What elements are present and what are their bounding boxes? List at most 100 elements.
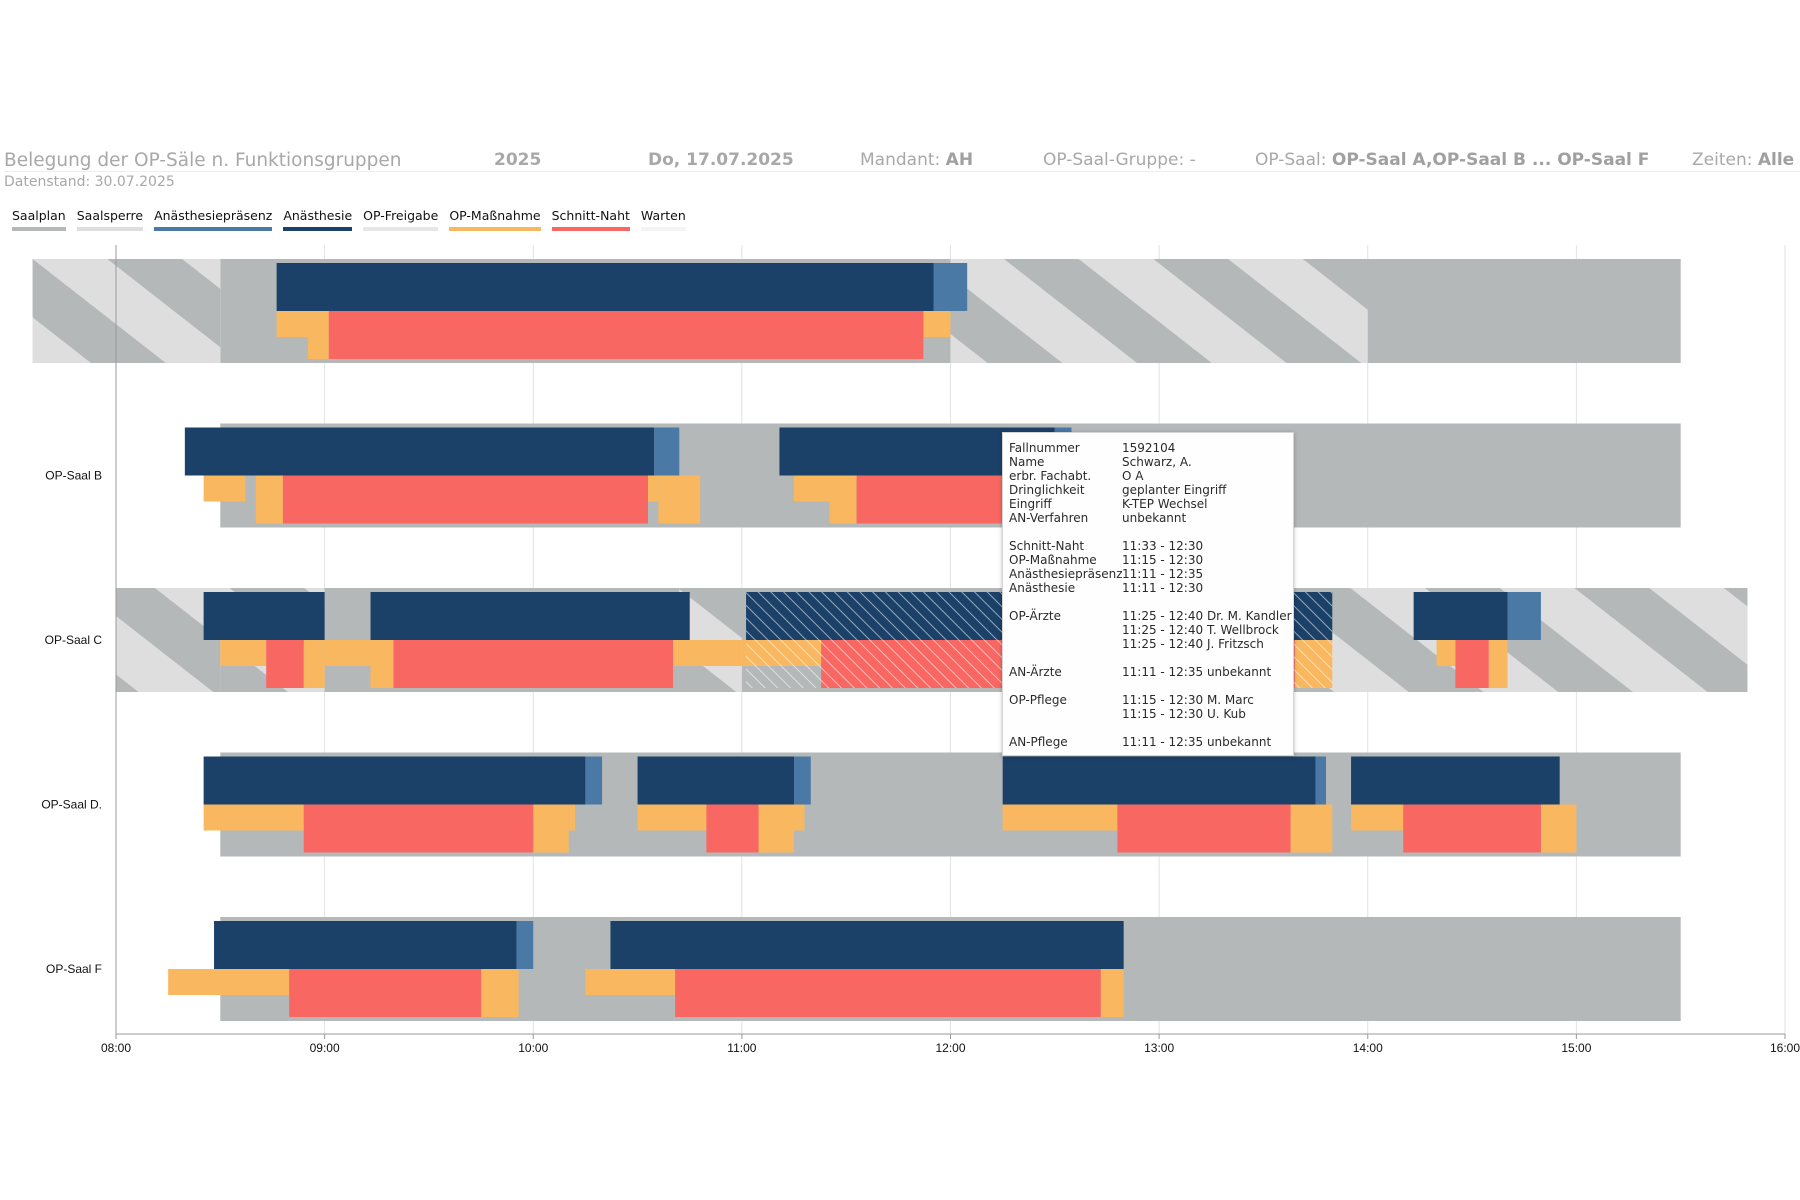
tooltip-value: 11:11 - 12:30: [1122, 581, 1204, 595]
saal-label: OP-Saal:: [1255, 150, 1327, 170]
room-label: OP-Saal F: [46, 962, 102, 976]
op-massnahme-bar: [673, 640, 742, 666]
tooltip-value: 11:11 - 12:35 unbekannt: [1122, 735, 1272, 749]
zeiten-filter[interactable]: Zeiten: Alle: [1692, 150, 1794, 170]
op-massnahme-bar: [1002, 804, 1118, 831]
op-massnahme-bar: [203, 804, 304, 831]
legend-item-anästhesie[interactable]: Anästhesie: [283, 208, 353, 231]
op-massnahme-bar: [1436, 640, 1456, 666]
schnitt-naht-bar: [266, 640, 304, 688]
x-tick-label: 10:00: [518, 1041, 548, 1055]
praesenz-bar: [1507, 592, 1541, 640]
op-massnahme-bar: [658, 475, 701, 524]
op-massnahme-bar: [647, 475, 659, 502]
tooltip-row: AN-Ärzte 11:11 - 12:35 unbekannt: [1009, 665, 1271, 679]
anaesthesie-bar: [610, 921, 1124, 969]
tooltip-value: 11:11 - 12:35: [1122, 567, 1204, 581]
op-massnahme-bar: [255, 475, 283, 524]
legend-item-op-maßnahme[interactable]: OP-Maßnahme: [449, 208, 541, 231]
anaesthesie-bar: [637, 756, 795, 805]
tooltip-row: erbr. Fachabt. O A: [1009, 469, 1143, 483]
saalsperre-bar: [116, 588, 221, 692]
tooltip-value: 11:25 - 12:40 Dr. M. Kandler: [1122, 609, 1292, 623]
case-block: [184, 427, 701, 524]
tooltip-key: Dringlichkeit: [1009, 483, 1085, 497]
case-block: [203, 756, 603, 853]
saal-group-filter[interactable]: OP-Saal-Gruppe: -: [1043, 150, 1196, 170]
praesenz-bar: [1315, 756, 1327, 805]
x-tick-label: 14:00: [1353, 1041, 1383, 1055]
room-label: OP-Saal C: [45, 633, 103, 647]
case-block: [276, 263, 968, 359]
zeiten-label: Zeiten:: [1692, 150, 1753, 170]
anaesthesie-bar: [1002, 756, 1316, 805]
case-block: [168, 921, 534, 1017]
praesenz-bar: [794, 756, 811, 805]
saal-group-value: -: [1189, 150, 1196, 170]
legend-item-schnitt-naht[interactable]: Schnitt-Naht: [551, 208, 630, 231]
legend-item-anästhesiepräsenz[interactable]: Anästhesiepräsenz: [154, 208, 273, 231]
legend-item-warten[interactable]: Warten: [640, 208, 686, 231]
praesenz-bar: [516, 921, 534, 969]
room-row-2: OP-Saal B: [45, 423, 1681, 528]
tooltip-key: Eingriff: [1009, 497, 1052, 511]
tooltip-key: Fallnummer: [1009, 441, 1080, 455]
saal-group-label: OP-Saal-Gruppe:: [1043, 150, 1185, 170]
tooltip-key: AN-Pflege: [1009, 735, 1068, 749]
op-massnahme-bar: [794, 475, 830, 502]
anaesthesie-bar: [184, 427, 655, 476]
op-massnahme-bar: [303, 640, 325, 688]
anaesthesie-bar: [203, 756, 586, 805]
op-massnahme-bar: [1488, 640, 1508, 688]
tooltip-row: AN-Verfahren unbekannt: [1009, 511, 1186, 525]
x-tick-label: 12:00: [935, 1041, 965, 1055]
tooltip-value: 11:15 - 12:30 M. Marc: [1122, 693, 1254, 707]
op-massnahme-bar: [307, 311, 329, 359]
praesenz-bar: [933, 263, 968, 311]
schnitt-naht-bar: [1455, 640, 1489, 688]
schnitt-naht-bar: [675, 969, 1101, 1017]
year-filter[interactable]: 2025: [494, 150, 542, 170]
legend: Saalplan Saalsperre Anästhesiepräsenz Anäst…: [12, 208, 686, 231]
tooltip-row: 11:25 - 12:40 J. Fritzsch: [1009, 637, 1264, 651]
date-filter[interactable]: Do, 17.07.2025: [648, 150, 794, 170]
legend-item-saalplan[interactable]: Saalplan: [12, 208, 66, 231]
tooltip-key: AN-Ärzte: [1009, 665, 1062, 679]
case-block: [1413, 592, 1541, 688]
schnitt-naht-bar: [303, 804, 534, 853]
op-massnahme-bar: [1290, 804, 1333, 853]
tooltip-key: Name: [1009, 455, 1045, 469]
tooltip-key: Anästhesie: [1009, 581, 1076, 595]
tooltip-row: AN-Pflege 11:11 - 12:35 unbekannt: [1009, 735, 1271, 749]
room-row-4: OP-Saal D.: [41, 752, 1681, 857]
tooltip-row: 11:25 - 12:40 T. Wellbrock: [1009, 623, 1279, 637]
anaesthesie-bar: [214, 921, 517, 969]
header-divider: [4, 171, 1800, 172]
tooltip-key: AN-Verfahren: [1009, 511, 1089, 525]
legend-item-saalsperre[interactable]: Saalsperre: [76, 208, 144, 231]
mandant-label: Mandant:: [860, 150, 941, 170]
tooltip-row: Fallnummer 1592104: [1009, 441, 1175, 455]
tooltip-value: 11:15 - 12:30: [1122, 553, 1204, 567]
tooltip-value: Schwarz, A.: [1122, 455, 1192, 469]
case-block: [1351, 756, 1577, 853]
tooltip-row: OP-Maßnahme 11:15 - 12:30: [1009, 553, 1203, 567]
schnitt-naht-bar: [289, 969, 482, 1017]
saal-filter[interactable]: OP-Saal: OP-Saal A,OP-Saal B ... OP-Saal…: [1255, 150, 1649, 170]
tooltip-key: Schnitt-Naht: [1009, 539, 1085, 553]
tooltip-value: unbekannt: [1122, 511, 1187, 525]
mandant-filter[interactable]: Mandant: AH: [860, 150, 973, 170]
tooltip-value: 11:11 - 12:35 unbekannt: [1122, 665, 1272, 679]
x-tick-label: 13:00: [1144, 1041, 1174, 1055]
tooltip-key: erbr. Fachabt.: [1009, 469, 1092, 483]
schnitt-naht-bar: [706, 804, 759, 853]
x-axis: 08:00 09:00 10:00 11:00 12:00 13:00 14:00 15:00…: [101, 245, 1800, 1055]
anaesthesie-bar: [370, 592, 690, 640]
schnitt-naht-bar: [282, 475, 648, 524]
legend-item-op-freigabe[interactable]: OP-Freigabe: [363, 208, 439, 231]
tooltip-key: OP-Pflege: [1009, 693, 1067, 707]
op-massnahme-bar: [829, 475, 857, 524]
page-title: Belegung der OP-Säle n. Funktionsgruppen: [4, 150, 402, 171]
op-massnahme-bar: [1351, 804, 1404, 831]
tooltip-row: Eingriff K-TEP Wechsel: [1009, 497, 1208, 511]
